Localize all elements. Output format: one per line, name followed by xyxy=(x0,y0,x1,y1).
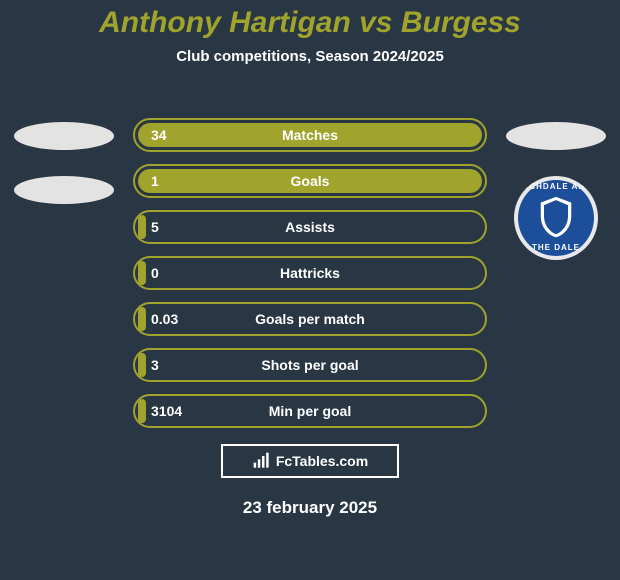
stat-value: 3 xyxy=(151,357,159,373)
stat-fill xyxy=(138,399,146,423)
stat-label: Shots per goal xyxy=(261,357,358,373)
stat-value: 34 xyxy=(151,127,167,143)
source-logo-text: FcTables.com xyxy=(276,453,368,469)
club-badge: ROCHDALE A.F.C THE DALE xyxy=(514,176,598,260)
stats-block: 34 Matches 1 Goals 5 Assists 0 Hattricks 0.03 Goa… xyxy=(133,118,487,440)
stat-bar: 0.03 Goals per match xyxy=(133,302,487,336)
right-placeholder-column: ROCHDALE A.F.C THE DALE xyxy=(502,122,610,276)
stat-fill xyxy=(138,261,146,285)
stat-value: 5 xyxy=(151,219,159,235)
subtitle: Club competitions, Season 2024/2025 xyxy=(0,48,620,65)
bars-icon xyxy=(252,452,272,470)
stat-bar: 1 Goals xyxy=(133,164,487,198)
stat-bar: 34 Matches xyxy=(133,118,487,152)
stat-bar: 3104 Min per goal xyxy=(133,394,487,428)
placeholder-ellipse xyxy=(14,176,114,204)
stat-label: Hattricks xyxy=(280,265,340,281)
stat-fill xyxy=(138,353,146,377)
badge-bottom-text: THE DALE xyxy=(514,243,598,252)
stat-fill xyxy=(138,215,146,239)
left-placeholder-column xyxy=(10,122,118,230)
date-caption: 23 february 2025 xyxy=(0,498,620,518)
shield-icon xyxy=(536,194,576,240)
stat-value: 0.03 xyxy=(151,311,178,327)
stat-value: 0 xyxy=(151,265,159,281)
stat-value: 1 xyxy=(151,173,159,189)
stat-bar: 0 Hattricks xyxy=(133,256,487,290)
stat-label: Assists xyxy=(285,219,335,235)
stat-bar: 3 Shots per goal xyxy=(133,348,487,382)
stat-bar: 5 Assists xyxy=(133,210,487,244)
stat-label: Matches xyxy=(282,127,338,143)
source-logo: FcTables.com xyxy=(221,444,399,478)
placeholder-ellipse xyxy=(14,122,114,150)
page-title: Anthony Hartigan vs Burgess xyxy=(0,0,620,40)
infographic-container: Anthony Hartigan vs Burgess Club competi… xyxy=(0,0,620,580)
stat-label: Min per goal xyxy=(269,403,351,419)
badge-top-text: ROCHDALE A.F.C xyxy=(514,182,598,191)
placeholder-ellipse xyxy=(506,122,606,150)
stat-value: 3104 xyxy=(151,403,182,419)
stat-label: Goals per match xyxy=(255,311,365,327)
stat-label: Goals xyxy=(291,173,330,189)
stat-fill xyxy=(138,307,146,331)
